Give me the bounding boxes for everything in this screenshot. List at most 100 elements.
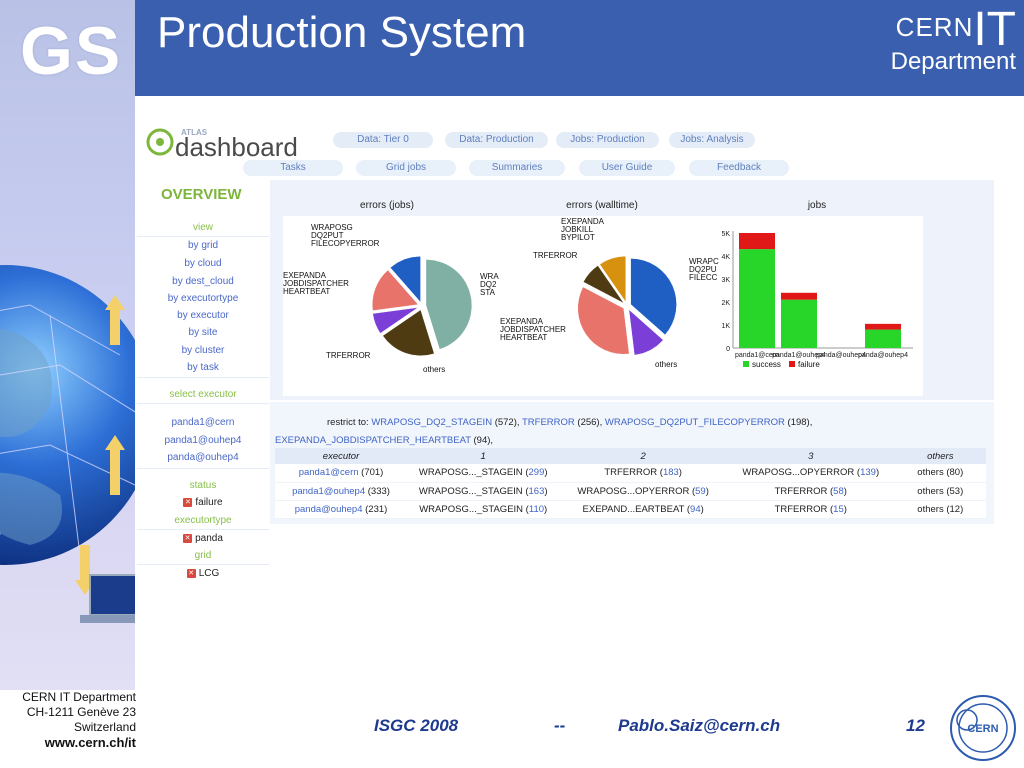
tab-grid-jobs[interactable]: Grid jobs <box>356 160 456 176</box>
nav-divider <box>137 564 269 565</box>
nav-grid-header: grid <box>194 550 212 561</box>
legend-success: success <box>743 361 781 369</box>
bar-left-label: FILECC <box>689 273 718 282</box>
x-tick-label: panda1@cern <box>735 352 779 359</box>
nav-executor-panda-ouhep4[interactable]: panda@ouhep4 <box>167 452 239 463</box>
error-count-link[interactable]: 299 <box>528 467 545 479</box>
nav-executor-panda1-ouhep4[interactable]: panda1@ouhep4 <box>164 435 242 446</box>
pie1-label: FILECOPYERROR <box>311 239 380 248</box>
error-count-link[interactable]: 139 <box>860 467 876 479</box>
footer-conference: ISGC 2008 <box>374 716 459 735</box>
restrict-count: (198), <box>787 417 813 428</box>
bar-success[interactable] <box>739 249 775 348</box>
filter-grid-lcg[interactable]: ✕ LCG <box>137 568 269 579</box>
remove-filter-icon[interactable]: ✕ <box>186 568 196 578</box>
error-count-link[interactable]: 163 <box>528 485 545 497</box>
executor-link[interactable]: panda1@cern <box>298 467 359 479</box>
error-name: EXEPAND...EARTBEAT <box>582 503 685 515</box>
pie1-label: DQ2PUT <box>311 231 344 240</box>
pie1-label: WRAPOSG <box>311 223 353 232</box>
nav-divider <box>137 468 269 469</box>
remove-filter-icon[interactable]: ✕ <box>183 497 193 507</box>
bar-success[interactable] <box>865 329 901 348</box>
pie-slice[interactable] <box>372 269 419 311</box>
legend-swatch-success <box>743 361 749 367</box>
address-line: CERN IT Department <box>22 690 136 704</box>
error-count-link[interactable]: 110 <box>528 503 545 515</box>
pie-slice[interactable] <box>382 309 435 356</box>
error-name: WRAPOSG..._STAGEIN <box>418 485 523 497</box>
nav-by-site[interactable]: by site <box>188 327 218 338</box>
tab-jobs-production[interactable]: Jobs: Production <box>556 132 659 148</box>
cern-website-link[interactable]: www.cern.ch/it <box>44 735 136 750</box>
tab-jobs-analysis[interactable]: Jobs: Analysis <box>669 132 755 148</box>
bar-chart-jobs[interactable]: 01K2K3K4K5Kpanda1@cernpanda1@ouhep4panda… <box>721 231 913 359</box>
nav-by-executortype[interactable]: by executortype <box>167 293 239 304</box>
pie1-label: STA <box>480 288 495 297</box>
error-count-link[interactable]: 183 <box>662 467 679 479</box>
restrict-link[interactable]: WRAPOSG_DQ2_STAGEIN <box>371 417 493 428</box>
bar-failure[interactable] <box>865 323 901 330</box>
nav-by-cluster[interactable]: by cluster <box>181 345 225 356</box>
error-cell: TRFERROR (58) <box>726 482 895 501</box>
error-count-link[interactable]: 59 <box>695 485 706 497</box>
nav-executor-panda1-cern[interactable]: panda1@cern <box>171 417 235 428</box>
executor-link[interactable]: panda1@ouhep4 <box>292 485 366 497</box>
pie-slice[interactable] <box>628 308 664 356</box>
pie-slice[interactable] <box>389 256 421 303</box>
pie-chart-errors-walltime[interactable] <box>577 255 677 356</box>
error-cell: WRAPOSG..._STAGEIN (299) <box>407 464 560 483</box>
restrict-link[interactable]: EXEPANDA_JOBDISPATCHER_HEARTBEAT <box>275 435 471 446</box>
bar-success[interactable] <box>781 299 817 348</box>
executor-cell: panda1@ouhep4 (333) <box>275 482 408 501</box>
address-line: CH-1211 Genève 23 <box>26 705 136 719</box>
pie-slice[interactable] <box>582 265 625 304</box>
error-name: WRAPOSG...OPYERROR <box>742 467 855 479</box>
pie-slice[interactable] <box>577 286 630 355</box>
filter-executortype-panda[interactable]: ✕ panda <box>137 533 269 544</box>
executor-total: (231) <box>365 503 388 515</box>
pie-chart-errors-jobs[interactable] <box>372 256 473 356</box>
nav-by-grid[interactable]: by grid <box>187 240 218 251</box>
pie2-label: JOBKILL <box>561 225 594 234</box>
nav-by-dest-cloud[interactable]: by dest_cloud <box>172 276 234 287</box>
bar-failure[interactable] <box>739 233 775 250</box>
pie-slice[interactable] <box>630 258 677 336</box>
tab-data-production[interactable]: Data: Production <box>445 132 548 148</box>
remove-filter-icon[interactable]: ✕ <box>183 533 193 543</box>
tab-user-guide[interactable]: User Guide <box>579 160 675 176</box>
filter-status-failure[interactable]: ✕ failure <box>137 497 269 508</box>
chart-title-jobs: jobs <box>807 200 827 211</box>
bar-left-label: DQ2PU <box>689 265 717 274</box>
tab-summaries[interactable]: Summaries <box>469 160 565 176</box>
bar-failure[interactable] <box>781 292 817 300</box>
pie2-label: EXEPANDA <box>500 317 543 326</box>
column-header: 2 <box>559 448 727 464</box>
it-wordmark: IT <box>973 3 1016 56</box>
nav-by-cloud[interactable]: by cloud <box>184 258 222 269</box>
tab-feedback[interactable]: Feedback <box>689 160 789 176</box>
pie-slice[interactable] <box>425 259 473 350</box>
tab-tasks[interactable]: Tasks <box>243 160 343 176</box>
pie-slice[interactable] <box>372 307 419 334</box>
nav-by-executor[interactable]: by executor <box>177 310 229 321</box>
dashboard-wordmark: dashboard <box>175 132 298 162</box>
footer-email[interactable]: Pablo.Saiz@cern.ch <box>618 716 781 735</box>
filter-grid-value: LCG <box>198 568 220 579</box>
footer-page-number: 12 <box>906 716 925 735</box>
error-count-link[interactable]: 58 <box>833 485 844 497</box>
x-tick-label: panda1@ouhep4 <box>772 352 826 359</box>
error-count-link[interactable]: 94 <box>690 503 701 515</box>
pie-slice[interactable] <box>599 255 627 303</box>
column-header: others <box>894 448 986 464</box>
error-count-link[interactable]: 15 <box>833 503 844 515</box>
error-cell: TRFERROR (15) <box>726 500 895 519</box>
tab-data-tier0[interactable]: Data: Tier 0 <box>333 132 433 148</box>
executor-link[interactable]: panda@ouhep4 <box>294 503 363 515</box>
atlas-dashboard-logo[interactable]: ATLAS dashboard <box>143 122 313 162</box>
restrict-link[interactable]: TRFERROR <box>522 417 575 428</box>
nav-by-task[interactable]: by task <box>187 362 219 373</box>
nav-divider <box>137 236 269 237</box>
restrict-link[interactable]: WRAPOSG_DQ2PUT_FILECOPYERROR <box>604 417 785 428</box>
error-name: WRAPOSG..._STAGEIN <box>419 503 524 515</box>
